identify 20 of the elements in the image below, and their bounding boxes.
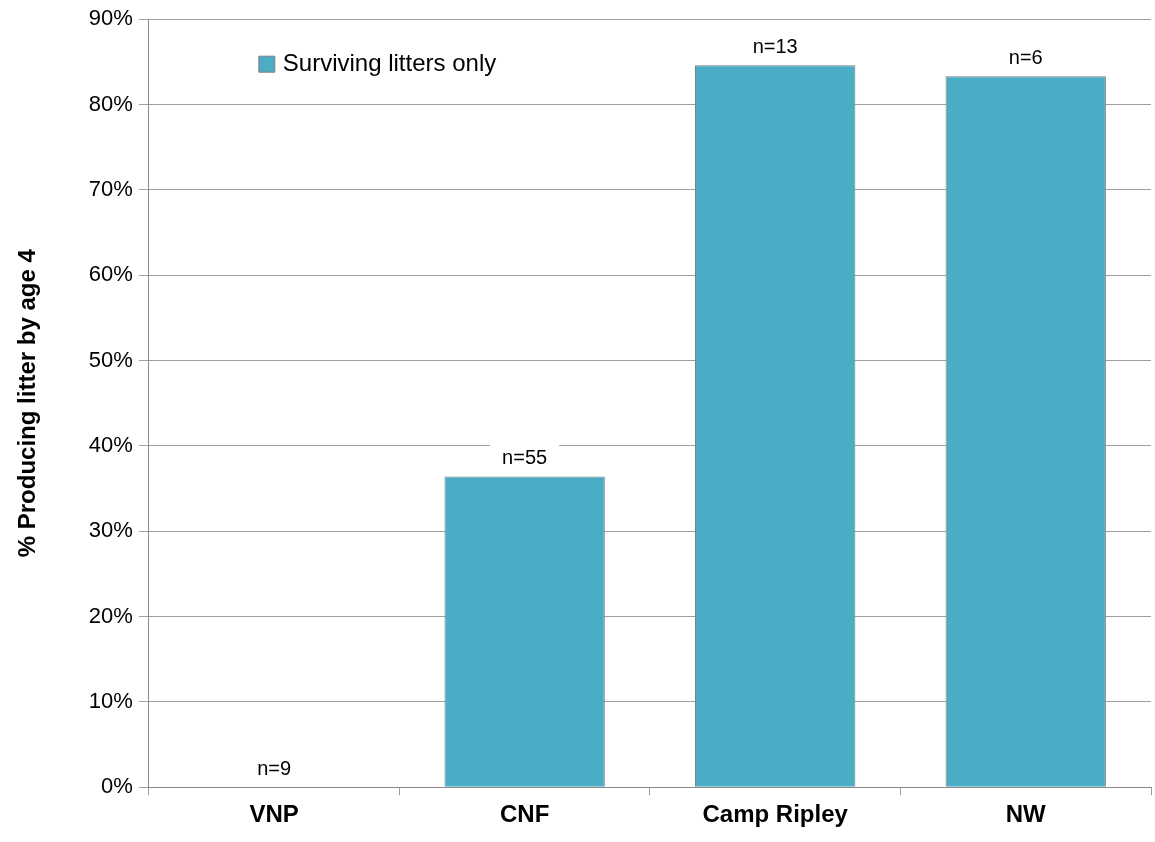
y-tick-label: 10% — [88, 687, 133, 713]
x-tick-label: Camp Ripley — [702, 800, 849, 828]
x-tick-label: NW — [1005, 800, 1047, 828]
annotation: n=9 — [257, 756, 292, 779]
legend-label: Surviving litters only — [282, 48, 497, 76]
y-tick-label: 40% — [88, 431, 133, 457]
y-tick-label: 50% — [88, 346, 133, 372]
y-tick-label: 20% — [88, 602, 133, 628]
annotation: n=6 — [1008, 45, 1043, 68]
y-tick-label: 90% — [88, 5, 133, 31]
x-tick-label: CNF — [499, 800, 550, 828]
y-tick-label: 60% — [88, 261, 133, 287]
y-tick-label: 0% — [101, 773, 133, 799]
annotation: n=55 — [502, 446, 548, 469]
y-axis-title: % Producing litter by age 4 — [13, 248, 41, 558]
y-tick-label: 30% — [88, 517, 133, 543]
x-tick-label: VNP — [249, 800, 299, 828]
annotation: n=13 — [752, 34, 798, 57]
y-tick-label: 80% — [88, 90, 133, 116]
y-tick-label: 70% — [88, 175, 133, 201]
